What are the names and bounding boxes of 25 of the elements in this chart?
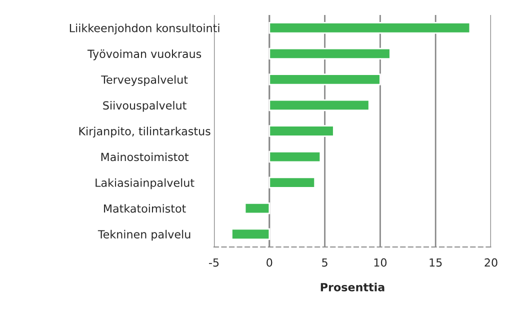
- x-axis-title: Prosenttia: [320, 282, 384, 292]
- x-tick-label: 15: [430, 258, 442, 267]
- bar: [268, 99, 370, 112]
- x-tick-label: 20: [484, 258, 498, 267]
- x-tick-label: -5: [209, 258, 219, 267]
- y-tick-label: Kirjanpito, tilintarkastus: [79, 126, 210, 138]
- bar: [244, 202, 270, 214]
- x-tick-label: 0: [266, 258, 272, 267]
- bar: [268, 176, 316, 188]
- bar: [231, 228, 270, 240]
- x-tick-label: 5: [322, 258, 328, 267]
- bar: [268, 74, 381, 86]
- y-tick-label: Terveyspalvelut: [101, 75, 188, 86]
- y-tick-label: Liikkeenjohdon konsultointi: [70, 24, 220, 34]
- y-tick-label: Lakiasiainpalvelut: [96, 178, 194, 190]
- bar: [268, 48, 391, 60]
- bar: [268, 150, 322, 163]
- y-tick-label: Siivouspalvelut: [103, 101, 186, 112]
- y-tick-label: Tekninen palvelu: [98, 230, 190, 241]
- bar: [268, 125, 334, 137]
- y-tick-label: Mainostoimistot: [101, 152, 189, 162]
- bar: [268, 22, 471, 34]
- y-tick-label: Työvoiman vuokraus: [87, 49, 202, 60]
- y-tick-label: Matkatoimistot: [104, 204, 186, 213]
- x-tick-label: 10: [374, 258, 387, 267]
